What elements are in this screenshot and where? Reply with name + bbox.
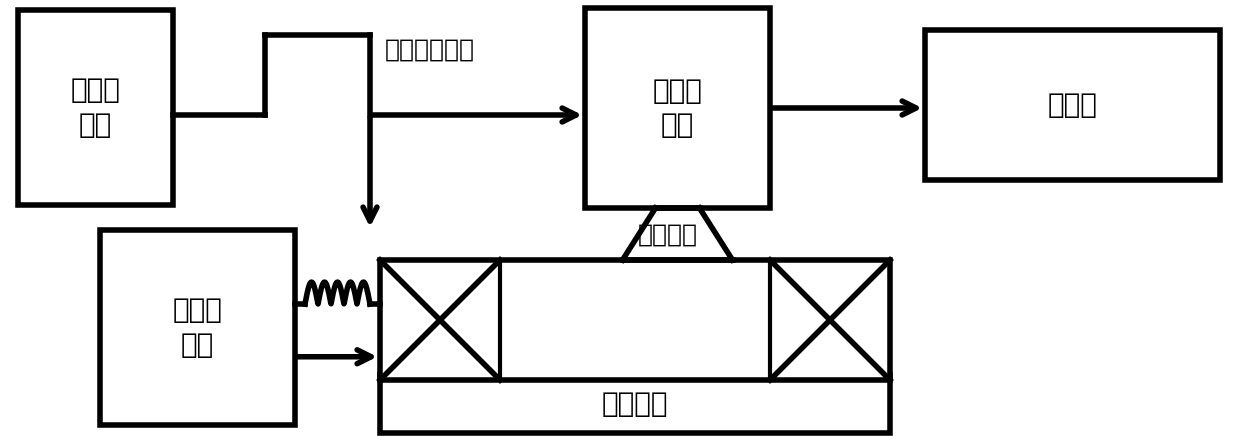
Text: 红外热
像仪: 红外热 像仪	[652, 77, 702, 139]
Text: 被测样件: 被测样件	[601, 390, 668, 418]
Bar	[100, 230, 295, 425]
Bar	[925, 30, 1220, 180]
Text: 脉冲控制信号: 脉冲控制信号	[384, 38, 475, 62]
Bar	[379, 375, 890, 433]
Text: 感应加
热器: 感应加 热器	[172, 296, 222, 359]
Text: 感应线圈: 感应线圈	[637, 223, 697, 247]
Text: 脉冲发
生器: 脉冲发 生器	[71, 76, 120, 139]
Bar	[585, 8, 770, 208]
Bar	[379, 260, 890, 380]
Text: 处理器: 处理器	[1048, 91, 1097, 119]
Bar	[19, 10, 174, 205]
